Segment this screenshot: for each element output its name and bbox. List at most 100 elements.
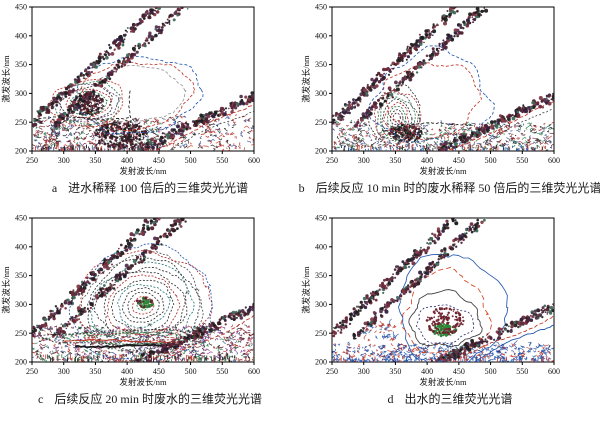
contour-fragment-line [452,315,554,362]
svg-text:600: 600 [548,156,560,165]
x-axis-label: 发射波长/nm [419,377,467,387]
contour-fragment-line [33,116,130,121]
svg-text:450: 450 [153,156,165,165]
svg-text:250: 250 [326,156,338,165]
svg-text:600: 600 [248,367,260,376]
contour-fragment-line [161,315,254,362]
contour-fragment-line [74,343,180,349]
svg-text:400: 400 [121,367,133,376]
svg-text:300: 300 [358,367,370,376]
scatter-band-first-order-rayleigh [332,7,459,126]
svg-text:400: 400 [315,242,327,251]
speckle-blob [425,307,465,336]
panel-caption-text-a: 进水稀释 100 倍后的三维荧光光谱 [68,181,249,195]
panel-caption-text-d: 出水的三维荧光光谱 [404,392,513,406]
svg-text:400: 400 [421,367,433,376]
contour-fragment-line [84,332,171,337]
x-axis-label: 发射波长/nm [119,377,167,387]
svg-text:350: 350 [15,271,27,280]
contour-fragment-line [443,101,554,151]
contour-peak-black-ring [408,289,483,348]
svg-text:550: 550 [516,367,528,376]
y-axis-label: 激发波长/nm [1,266,11,314]
scatter-band-second-order-rayleigh [430,303,554,362]
svg-text:600: 600 [548,367,560,376]
svg-text:550: 550 [216,367,228,376]
svg-text:600: 600 [248,156,260,165]
contour-fragment-line [128,89,133,151]
panel-caption-text-b: 后续反应 10 min 时的废水稀释 50 倍后的三维荧光光谱 [315,181,600,195]
contour-fragment-line [152,104,254,151]
svg-text:250: 250 [26,367,38,376]
svg-text:450: 450 [315,3,327,12]
svg-text:200: 200 [15,147,27,156]
contour-layer [32,7,254,151]
svg-text:300: 300 [58,156,70,165]
svg-text:450: 450 [15,214,27,223]
y-axis-label: 激发波长/nm [1,55,11,103]
panel-label-b: b [298,181,305,195]
contour-peak-outer-blue-ring [398,253,509,362]
y-axis-label: 激发波长/nm [301,266,311,314]
scatter-band-raman-scatter [53,7,189,130]
svg-text:450: 450 [453,156,465,165]
svg-text:300: 300 [315,300,327,309]
panel-label-d: d [387,392,394,406]
svg-text:250: 250 [15,329,27,338]
contour-layer [332,7,554,151]
svg-text:250: 250 [315,329,327,338]
scatter-band-second-order-rayleigh [134,302,254,362]
svg-text:450: 450 [453,367,465,376]
noise-region [333,355,550,362]
contour-fragment-line [464,108,554,151]
svg-text:400: 400 [15,31,27,40]
noise-region [359,318,399,342]
eem-plot-d: 250 300 350 400 450 500 550 6002002503003504004… [301,214,560,387]
scatter-band-raman-scatter [350,7,489,128]
svg-text:550: 550 [216,156,228,165]
svg-text:500: 500 [485,156,497,165]
svg-text:350: 350 [15,60,27,69]
svg-text:300: 300 [15,300,27,309]
eem-plot-a: 250 300 350 400 450 500 550 6002002503003504004… [1,3,260,176]
contour-fragment-line [63,338,186,344]
y-axis-label: 激发波长/nm [301,55,311,103]
contour-peak-main-peak [367,83,422,149]
svg-text:350: 350 [315,60,327,69]
eem-plot-b: 250 300 350 400 450 500 550 6002002503003504004… [301,3,560,176]
axis-layer: 250 300 350 400 450 500 550 6002002503003504004… [1,214,260,387]
contour-fragment-line [472,324,554,362]
svg-text:200: 200 [315,358,327,367]
panel-caption-b: b 后续反应 10 min 时的废水稀释 50 倍后的三维荧光光谱 [299,181,600,195]
svg-text:200: 200 [15,358,27,367]
eem-plot-c: 250 300 350 400 450 500 550 6002002503003504004… [1,214,260,387]
panel-caption-text-c: 后续反应 20 min 时废水的三维荧光光谱 [54,392,262,406]
svg-text:250: 250 [15,118,27,127]
svg-text:500: 500 [185,156,197,165]
contour-peak-outer-halo [367,45,495,145]
svg-text:350: 350 [89,367,101,376]
panel-caption-c: c 后续反应 20 min 时废水的三维荧光光谱 [38,392,262,406]
x-axis-label: 发射波长/nm [419,166,467,176]
svg-text:250: 250 [326,367,338,376]
eem-panel-d: 250 300 350 400 450 500 550 600 200 250 300 350 400 4… [300,211,600,423]
svg-text:350: 350 [389,367,401,376]
contour-fragment-line [401,121,472,127]
svg-text:400: 400 [315,31,327,40]
svg-text:450: 450 [15,3,27,12]
svg-text:500: 500 [485,367,497,376]
scatter-band-second-order-rayleigh [131,91,254,151]
svg-text:350: 350 [89,156,101,165]
svg-text:300: 300 [58,367,70,376]
svg-text:250: 250 [26,156,38,165]
x-axis-label: 发射波长/nm [119,166,167,176]
eem-panel-b: 250 300 350 400 450 500 550 600 200 250 300 350 400 4… [299,0,600,211]
svg-text:400: 400 [421,156,433,165]
noise-region [36,354,251,362]
svg-text:250: 250 [315,118,327,127]
eem-panel-c: 250 300 350 400 450 500 550 600 200 250 300 350 400 4… [0,211,300,423]
panel-caption-a: a 进水稀释 100 倍后的三维荧光光谱 [52,181,248,195]
panel-label-a: a [51,181,58,195]
axis-layer: 250 300 350 400 450 500 550 6002002503003504004… [301,214,560,387]
svg-text:500: 500 [185,367,197,376]
